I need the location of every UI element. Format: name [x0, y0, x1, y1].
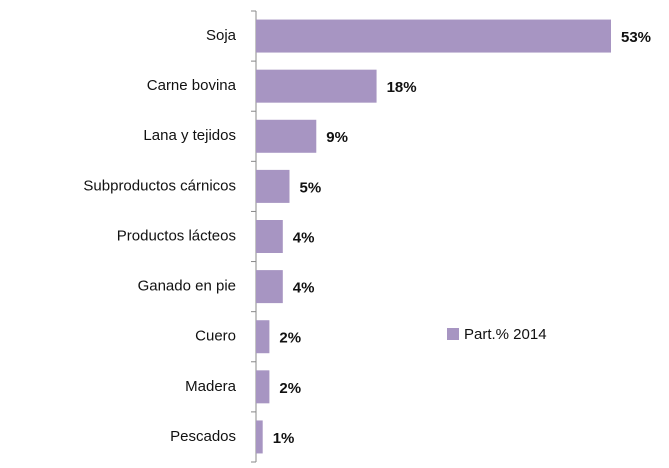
value-label: 4% — [293, 229, 315, 246]
category-label: Ganado en pie — [138, 278, 236, 295]
value-label: 1% — [273, 430, 295, 447]
bar — [256, 69, 377, 103]
value-label: 4% — [293, 280, 315, 297]
category-label: Lana y tejidos — [143, 127, 236, 144]
bar — [256, 270, 283, 304]
category-label: Cuero — [195, 328, 236, 345]
value-label: 5% — [299, 179, 321, 196]
category-label: Pescados — [170, 428, 236, 445]
bar — [256, 370, 270, 404]
category-label: Carne bovina — [147, 77, 237, 94]
value-label: 2% — [279, 380, 301, 397]
bar — [256, 119, 317, 153]
category-label: Subproductos cárnicos — [83, 177, 236, 194]
value-label: 9% — [326, 129, 348, 146]
bar — [256, 220, 283, 253]
value-label: 2% — [279, 330, 301, 347]
bar — [256, 169, 290, 203]
bar — [256, 320, 270, 354]
category-label: Madera — [185, 378, 237, 395]
category-label: Productos lácteos — [117, 227, 236, 244]
value-label: 18% — [387, 79, 417, 96]
value-label: 53% — [621, 29, 651, 46]
category-label: Soja — [206, 27, 237, 44]
bar — [256, 420, 263, 454]
legend-label: Part.% 2014 — [464, 326, 547, 343]
legend-swatch — [447, 328, 459, 340]
bar — [256, 19, 611, 53]
